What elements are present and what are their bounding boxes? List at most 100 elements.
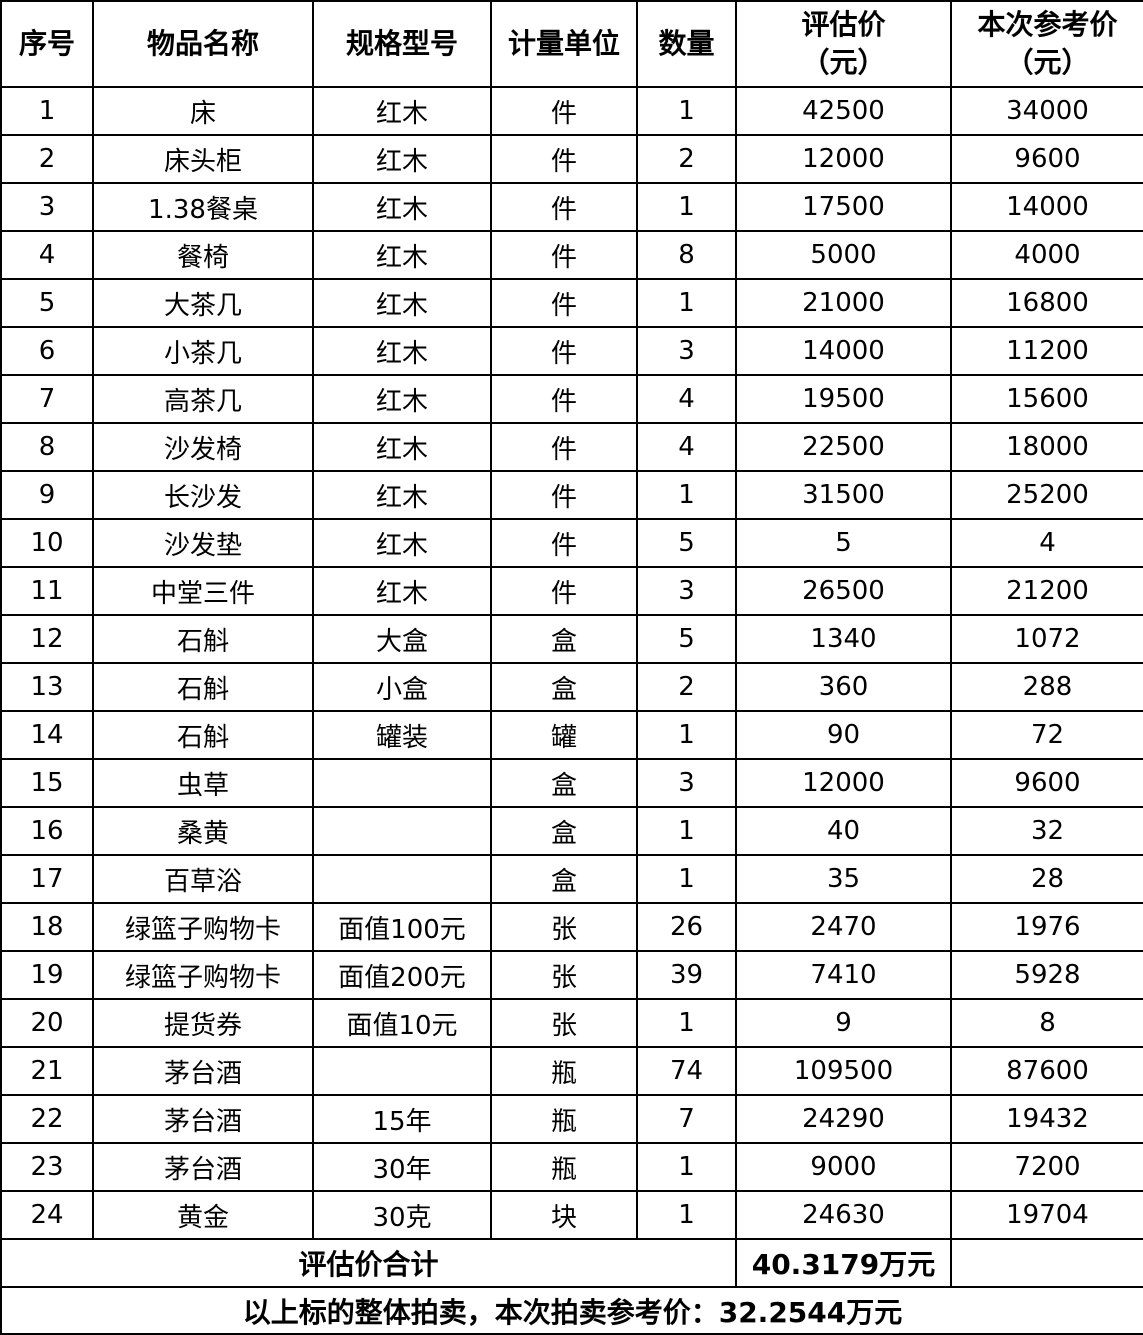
cell-index: 3	[0, 182, 94, 232]
cell-item-name: 提货券	[92, 998, 314, 1048]
cell-unit: 瓶	[490, 1094, 638, 1144]
header-index: 序号	[0, 0, 94, 88]
cell-item-name: 茅台酒	[92, 1142, 314, 1192]
cell-quantity: 1	[636, 86, 737, 136]
cell-appraised-price: 24630	[735, 1190, 952, 1240]
cell-reference-price: 34000	[950, 86, 1143, 136]
cell-appraised-price: 17500	[735, 182, 952, 232]
cell-quantity: 74	[636, 1046, 737, 1096]
table-row: 10 沙发垫 红木件 5 5 4	[0, 518, 1143, 568]
cell-index: 15	[0, 758, 94, 808]
cell-reference-price: 7200	[950, 1142, 1143, 1192]
cell-item-name: 床头柜	[92, 134, 314, 184]
cell-index: 5	[0, 278, 94, 328]
table-row: 9 长沙发 红木件 1 31500 25200	[0, 470, 1143, 520]
cell-item-name: 大茶几	[92, 278, 314, 328]
total-reference	[950, 1238, 1143, 1288]
header-quantity: 数量	[636, 0, 737, 88]
cell-reference-price: 9600	[950, 134, 1143, 184]
cell-unit: 盒	[490, 758, 638, 808]
table-row: 4 餐椅 红木件 8 5000 4000	[0, 230, 1143, 280]
cell-item-name: 石斛	[92, 662, 314, 712]
cell-reference-price: 5928	[950, 950, 1143, 1000]
table-row: 22 茅台酒 15年瓶 7 24290 19432	[0, 1094, 1143, 1144]
table-row: 15 虫草 盒 3 12000 9600	[0, 758, 1143, 808]
cell-unit: 罐	[490, 710, 638, 760]
header-spec: 规格型号	[312, 0, 492, 88]
cell-reference-price: 288	[950, 662, 1143, 712]
cell-quantity: 4	[636, 374, 737, 424]
cell-item-name: 茅台酒	[92, 1046, 314, 1096]
cell-quantity: 1	[636, 1190, 737, 1240]
table-row: 3 1.38餐桌 红木件 1 17500 14000	[0, 182, 1143, 232]
cell-appraised-price: 360	[735, 662, 952, 712]
cell-index: 22	[0, 1094, 94, 1144]
cell-index: 10	[0, 518, 94, 568]
cell-item-name: 桑黄	[92, 806, 314, 856]
cell-item-name: 沙发垫	[92, 518, 314, 568]
cell-spec	[312, 758, 492, 808]
cell-spec: 红木	[312, 182, 492, 232]
cell-unit: 张	[490, 950, 638, 1000]
cell-unit: 件	[490, 134, 638, 184]
cell-reference-price: 11200	[950, 326, 1143, 376]
cell-index: 11	[0, 566, 94, 616]
cell-appraised-price: 5	[735, 518, 952, 568]
cell-spec	[312, 854, 492, 904]
cell-appraised-price: 19500	[735, 374, 952, 424]
cell-item-name: 沙发椅	[92, 422, 314, 472]
cell-item-name: 虫草	[92, 758, 314, 808]
cell-appraised-price: 22500	[735, 422, 952, 472]
cell-index: 1	[0, 86, 94, 136]
cell-reference-price: 9600	[950, 758, 1143, 808]
cell-item-name: 1.38餐桌	[92, 182, 314, 232]
cell-item-name: 高茶几	[92, 374, 314, 424]
cell-index: 4	[0, 230, 94, 280]
table-row: 5 大茶几 红木件 1 21000 16800	[0, 278, 1143, 328]
cell-spec: 红木	[312, 134, 492, 184]
cell-index: 19	[0, 950, 94, 1000]
cell-index: 7	[0, 374, 94, 424]
table-row: 1 床红木件 1 42500 34000	[0, 86, 1143, 136]
cell-spec: 面值10元	[312, 998, 492, 1048]
table-row: 8 沙发椅 红木件 4 22500 18000	[0, 422, 1143, 472]
cell-spec	[312, 806, 492, 856]
total-row: 评估价合计 40.3179万元	[0, 1238, 1143, 1288]
cell-quantity: 1	[636, 998, 737, 1048]
cell-spec: 红木	[312, 278, 492, 328]
cell-unit: 张	[490, 902, 638, 952]
cell-unit: 件	[490, 230, 638, 280]
cell-appraised-price: 7410	[735, 950, 952, 1000]
cell-spec: 大盒	[312, 614, 492, 664]
cell-reference-price: 19432	[950, 1094, 1143, 1144]
cell-appraised-price: 9	[735, 998, 952, 1048]
cell-unit: 件	[490, 374, 638, 424]
cell-appraised-price: 14000	[735, 326, 952, 376]
cell-index: 21	[0, 1046, 94, 1096]
cell-appraised-price: 9000	[735, 1142, 952, 1192]
table-row: 20 提货券 面值10元张 1 9 8	[0, 998, 1143, 1048]
cell-quantity: 1	[636, 278, 737, 328]
cell-reference-price: 15600	[950, 374, 1143, 424]
cell-unit: 盒	[490, 806, 638, 856]
cell-spec: 红木	[312, 326, 492, 376]
table-row: 19 绿篮子购物卡 面值200元张 39 7410 5928	[0, 950, 1143, 1000]
cell-appraised-price: 31500	[735, 470, 952, 520]
cell-reference-price: 4000	[950, 230, 1143, 280]
cell-quantity: 1	[636, 182, 737, 232]
cell-spec: 红木	[312, 86, 492, 136]
cell-item-name: 黄金	[92, 1190, 314, 1240]
cell-index: 12	[0, 614, 94, 664]
cell-quantity: 1	[636, 806, 737, 856]
cell-appraised-price: 42500	[735, 86, 952, 136]
cell-appraised-price: 109500	[735, 1046, 952, 1096]
cell-unit: 盒	[490, 614, 638, 664]
cell-item-name: 绿篮子购物卡	[92, 950, 314, 1000]
cell-quantity: 3	[636, 566, 737, 616]
cell-reference-price: 14000	[950, 182, 1143, 232]
cell-quantity: 7	[636, 1094, 737, 1144]
cell-unit: 件	[490, 278, 638, 328]
cell-quantity: 5	[636, 614, 737, 664]
cell-spec: 小盒	[312, 662, 492, 712]
cell-index: 16	[0, 806, 94, 856]
